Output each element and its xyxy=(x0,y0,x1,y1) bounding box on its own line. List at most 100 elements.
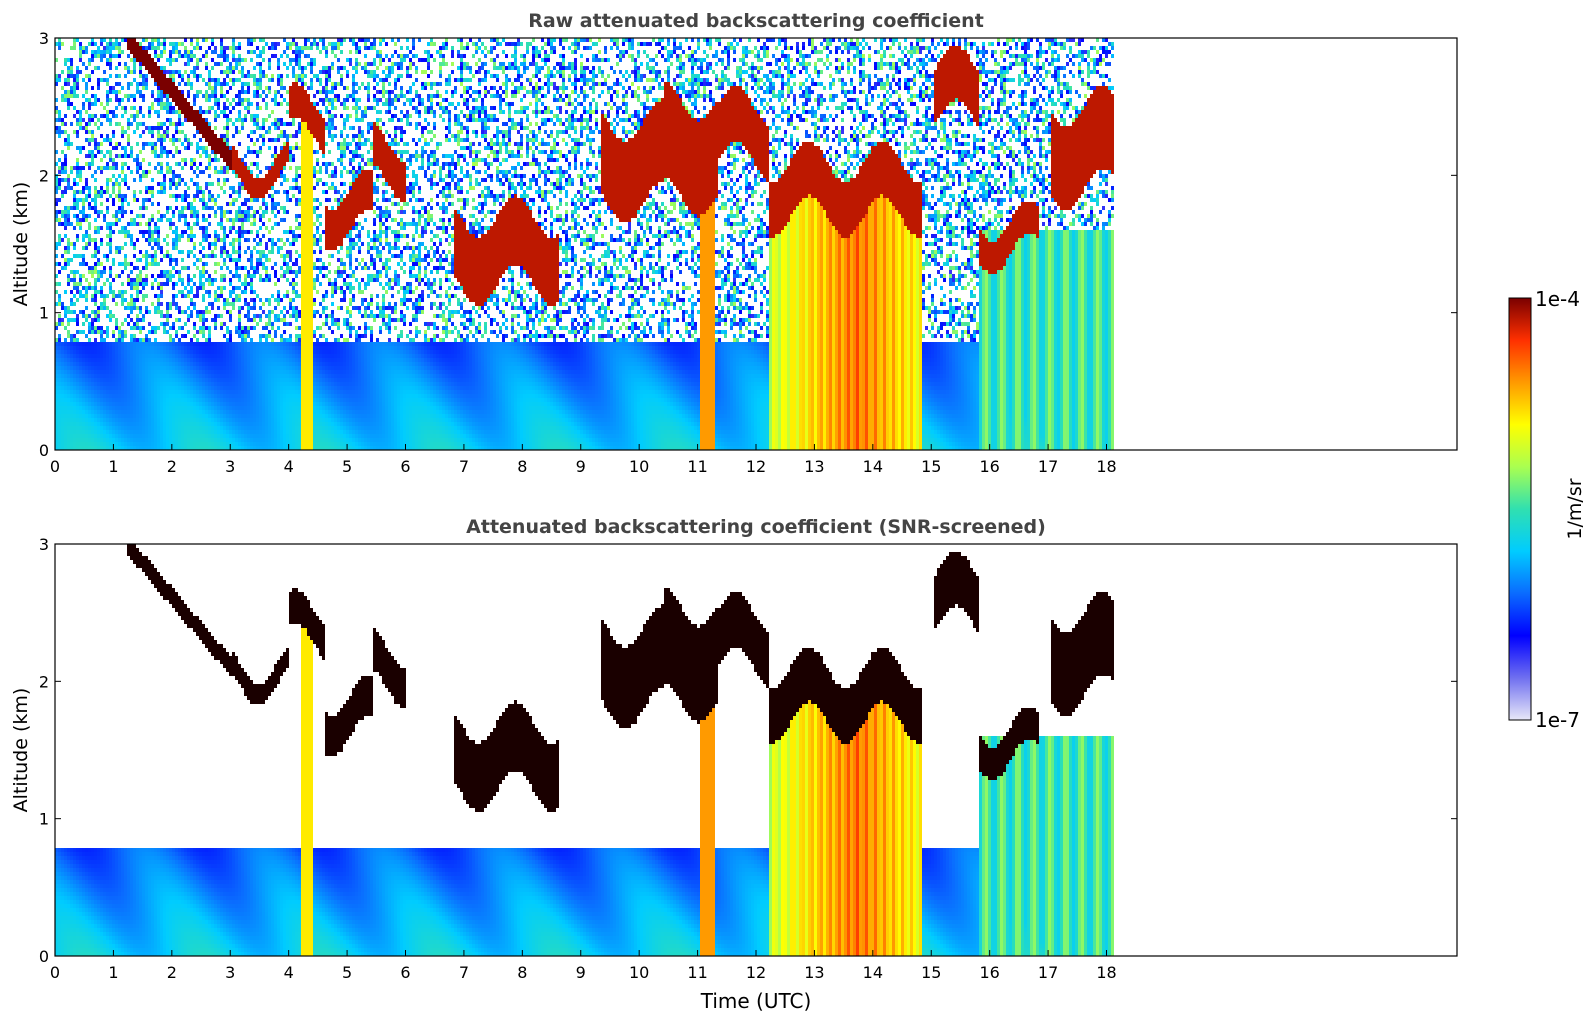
heatmap-cell xyxy=(94,426,97,430)
heatmap-cell xyxy=(61,118,64,122)
heatmap-cell xyxy=(115,382,118,386)
heatmap-cell xyxy=(103,338,106,342)
heatmap-cell xyxy=(70,426,73,430)
heatmap-cell xyxy=(115,106,118,110)
heatmap-cell xyxy=(118,174,121,178)
heatmap-cell xyxy=(118,262,121,266)
heatmap-cell xyxy=(109,318,112,322)
heatmap-cell xyxy=(109,250,112,254)
heatmap-cell xyxy=(67,210,70,214)
heatmap-cell xyxy=(73,114,76,118)
heatmap-cell xyxy=(61,374,64,378)
heatmap-cell xyxy=(58,350,61,354)
heatmap-cell xyxy=(70,382,73,386)
heatmap-cell xyxy=(97,418,100,422)
heatmap-cell xyxy=(73,426,76,430)
heatmap-cell xyxy=(67,350,70,354)
heatmap-cell xyxy=(97,354,100,358)
heatmap-cell xyxy=(118,50,121,54)
heatmap-cell xyxy=(103,302,106,306)
heatmap-cell xyxy=(103,378,106,382)
heatmap-cell xyxy=(58,434,61,438)
heatmap-cell xyxy=(100,406,103,410)
heatmap-cell xyxy=(79,422,82,426)
heatmap-cell xyxy=(97,394,100,398)
heatmap-cell xyxy=(94,382,97,386)
heatmap-cell xyxy=(88,414,91,418)
heatmap-cell xyxy=(109,434,112,438)
heatmap-cell xyxy=(76,386,79,390)
heatmap-cell xyxy=(100,102,103,106)
heatmap-cell xyxy=(109,374,112,378)
heatmap-cell xyxy=(112,198,115,202)
heatmap-cell xyxy=(70,414,73,418)
heatmap-cell xyxy=(73,346,76,350)
heatmap-cell xyxy=(106,150,109,154)
heatmap-cell xyxy=(58,166,61,170)
heatmap-cell xyxy=(112,426,115,430)
heatmap-cell xyxy=(82,210,85,214)
heatmap-cell xyxy=(115,154,118,158)
heatmap-cell xyxy=(115,178,118,182)
heatmap-cell xyxy=(94,386,97,390)
heatmap-cell xyxy=(106,370,109,374)
heatmap-cell xyxy=(82,442,85,446)
heatmap-cell xyxy=(58,178,61,182)
heatmap-cell xyxy=(106,58,109,62)
heatmap-cell xyxy=(85,362,88,366)
heatmap-cell xyxy=(76,322,79,326)
heatmap-cell xyxy=(91,70,94,74)
heatmap-cell xyxy=(67,362,70,366)
heatmap-cell xyxy=(76,330,79,334)
heatmap-cell xyxy=(79,350,82,354)
heatmap-cell xyxy=(58,186,61,190)
heatmap-cell xyxy=(85,406,88,410)
heatmap-cell xyxy=(115,194,118,198)
heatmap-cell xyxy=(97,262,100,266)
heatmap-cell xyxy=(109,194,112,198)
heatmap-cell xyxy=(82,370,85,374)
heatmap-cell xyxy=(91,378,94,382)
heatmap-cell xyxy=(106,342,109,346)
heatmap-cell xyxy=(73,182,76,186)
heatmap-cell xyxy=(115,218,118,222)
heatmap-cell xyxy=(64,370,67,374)
heatmap-cell xyxy=(61,366,64,370)
heatmap-cell xyxy=(67,70,70,74)
heatmap-cell xyxy=(112,86,115,90)
heatmap-cell xyxy=(115,322,118,326)
heatmap-cell xyxy=(94,358,97,362)
heatmap-cell xyxy=(88,150,91,154)
heatmap-cell xyxy=(82,394,85,398)
heatmap-cell xyxy=(70,318,73,322)
heatmap-cell xyxy=(112,134,115,138)
heatmap-cell xyxy=(103,366,106,370)
heatmap-cell xyxy=(61,426,64,430)
heatmap-cell xyxy=(67,238,70,242)
heatmap-cell xyxy=(109,358,112,362)
heatmap-cell xyxy=(100,142,103,146)
heatmap-cell xyxy=(64,78,67,82)
heatmap-cell xyxy=(94,438,97,442)
heatmap-cell xyxy=(61,266,64,270)
heatmap-cell xyxy=(79,254,82,258)
heatmap-cell xyxy=(64,390,67,394)
heatmap-cell xyxy=(73,42,76,46)
heatmap-cell xyxy=(76,438,79,442)
heatmap-cell xyxy=(67,174,70,178)
heatmap-cell xyxy=(58,342,61,346)
heatmap-cell xyxy=(103,70,106,74)
heatmap-cell xyxy=(91,266,94,270)
heatmap-cell xyxy=(100,202,103,206)
heatmap-cell xyxy=(115,346,118,350)
heatmap-cell xyxy=(94,442,97,446)
heatmap-cell xyxy=(88,162,91,166)
heatmap-cell xyxy=(91,154,94,158)
heatmap-cell xyxy=(103,54,106,58)
heatmap-cell xyxy=(106,438,109,442)
heatmap-cell xyxy=(109,350,112,354)
heatmap-cell xyxy=(64,234,67,238)
heatmap-cell xyxy=(61,402,64,406)
heatmap-cell xyxy=(91,342,94,346)
heatmap-cell xyxy=(70,370,73,374)
